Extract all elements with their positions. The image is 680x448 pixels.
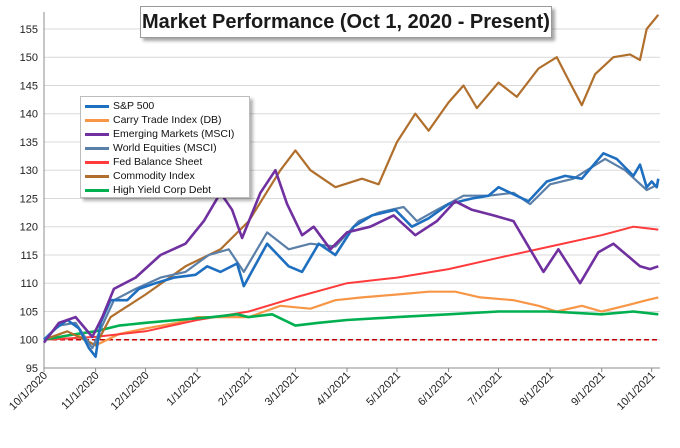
legend-label: S&P 500 xyxy=(113,100,155,112)
x-tick-label: 2/1/2021 xyxy=(216,370,255,409)
legend-label: World Equities (MSCI) xyxy=(113,142,217,154)
x-tick-label: 9/1/2021 xyxy=(569,370,608,409)
x-tick-label: 11/1/2020 xyxy=(59,370,102,413)
y-tick-label: 100 xyxy=(20,335,38,347)
x-tick-label: 1/1/2021 xyxy=(165,370,204,409)
legend-item: Fed Balance Sheet xyxy=(85,155,245,169)
x-tick-labels: 10/1/2020 11/1/2020 12/1/2020 1/1/2021 2/1/2… xyxy=(7,368,658,413)
y-tick-labels: 95 100 105 110 115 120 125 130 135 140 145 150 155 xyxy=(20,24,38,375)
x-tick-label: 4/1/2021 xyxy=(314,370,353,409)
x-tick-label: 12/1/2020 xyxy=(109,370,152,413)
series-line-emerging-markets-msci xyxy=(42,168,659,344)
axes xyxy=(43,12,660,369)
y-tick-label: 110 xyxy=(20,278,38,290)
series-line-commodity-index xyxy=(43,14,660,347)
legend-swatch xyxy=(85,104,109,108)
legend-item: High Yield Corp Debt xyxy=(85,183,245,197)
legend: S&P 500 Carry Trade Index (DB) Emerging Ma… xyxy=(80,96,250,198)
y-tick-label: 105 xyxy=(20,306,38,318)
y-tick-label: 130 xyxy=(20,165,38,177)
y-tick-label: 125 xyxy=(20,193,38,205)
legend-item: S&P 500 xyxy=(85,99,245,113)
y-tick-label: 135 xyxy=(20,137,38,149)
legend-item: Emerging Markets (MSCI) xyxy=(85,127,245,141)
y-tick-label: 140 xyxy=(20,109,38,121)
legend-label: Fed Balance Sheet xyxy=(113,156,203,168)
legend-item: Commodity Index xyxy=(85,169,245,183)
legend-swatch xyxy=(85,132,109,136)
legend-item: World Equities (MSCI) xyxy=(85,141,245,155)
x-tick-label: 10/1/2020 xyxy=(7,370,50,413)
y-tick-label: 120 xyxy=(20,222,38,234)
x-tick-label: 5/1/2021 xyxy=(364,370,403,409)
series-line-fed-balance-sheet xyxy=(43,225,659,341)
chart-title: Market Performance (Oct 1, 2020 - Presen… xyxy=(140,6,552,38)
x-tick-label: 3/1/2021 xyxy=(263,370,302,409)
legend-swatch xyxy=(85,174,109,178)
y-tick-label: 150 xyxy=(20,52,38,64)
x-tick-label: 6/1/2021 xyxy=(416,370,455,409)
y-tick-label: 155 xyxy=(20,24,38,36)
y-tick-label: 95 xyxy=(26,363,38,375)
legend-swatch xyxy=(85,188,109,192)
series-line-high-yield-corp-debt xyxy=(43,310,659,341)
legend-swatch xyxy=(85,146,109,150)
series-line-carry-trade-index-db xyxy=(43,290,659,347)
y-tick-label: 145 xyxy=(20,80,38,92)
legend-label: Emerging Markets (MSCI) xyxy=(113,128,235,140)
series-lines xyxy=(42,14,660,359)
x-tick-label: 8/1/2021 xyxy=(517,370,556,409)
legend-label: High Yield Corp Debt xyxy=(113,184,212,196)
y-tick-label: 115 xyxy=(20,250,38,262)
legend-label: Commodity Index xyxy=(113,170,195,182)
x-tick-label: 7/1/2021 xyxy=(466,370,505,409)
legend-label: Carry Trade Index (DB) xyxy=(113,114,222,126)
legend-swatch xyxy=(85,118,109,122)
legend-item: Carry Trade Index (DB) xyxy=(85,113,245,127)
legend-swatch xyxy=(85,160,109,164)
x-tick-label: 10/1/2021 xyxy=(615,370,658,413)
